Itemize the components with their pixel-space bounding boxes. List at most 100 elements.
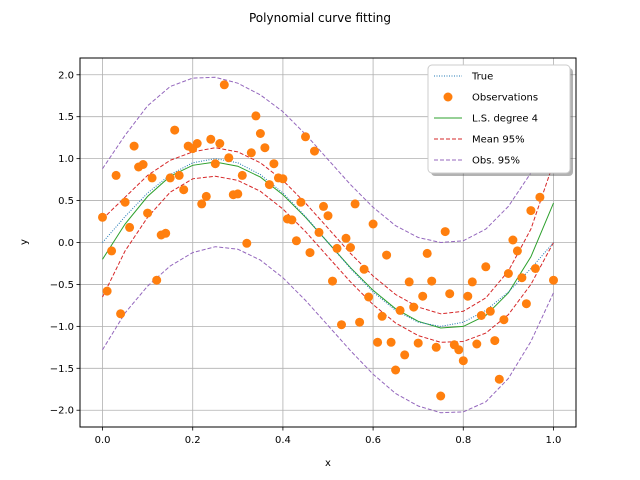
observation-point — [503, 269, 513, 278]
y-tick-label: 1.5 — [58, 112, 74, 123]
x-tick-label: 1.0 — [546, 435, 562, 446]
legend-label-observations: Observations — [472, 93, 538, 104]
observation-point — [490, 336, 500, 346]
observation-point — [111, 170, 121, 180]
observation-point — [530, 264, 540, 273]
observation-point — [179, 185, 189, 195]
observation-point — [494, 374, 504, 384]
y-tick-label: −1.5 — [50, 364, 74, 375]
obs-95-lower-line — [102, 246, 554, 414]
observation-point — [355, 317, 365, 327]
observation-point — [174, 170, 184, 180]
observation-point — [314, 227, 324, 237]
observation-point — [296, 197, 306, 207]
observation-point — [364, 292, 374, 302]
mean-95-upper-line — [102, 147, 554, 315]
observation-point — [413, 338, 423, 348]
observation-point — [116, 309, 126, 319]
observation-point — [264, 180, 274, 190]
y-tick-label: 0.5 — [58, 196, 74, 207]
observation-point — [242, 238, 252, 248]
observation-point — [143, 208, 153, 218]
observation-point — [125, 222, 135, 232]
observation-point — [404, 277, 414, 287]
observation-point — [499, 315, 509, 325]
observation-point — [422, 248, 432, 258]
observation-point — [382, 250, 392, 260]
observation-point — [517, 273, 527, 283]
plot-series — [98, 76, 558, 414]
legend-label-mean-95: Mean 95% — [472, 135, 525, 146]
observation-point — [400, 350, 410, 360]
legend-label-obs-95: Obs. 95% — [472, 156, 520, 167]
chart-title: Polynomial curve fitting — [249, 11, 391, 25]
observation-point — [192, 139, 202, 148]
observation-point — [549, 275, 558, 285]
observation-point — [485, 306, 495, 316]
observation-point — [237, 170, 247, 180]
observation-point — [165, 173, 175, 183]
observation-point — [260, 143, 270, 153]
observation-point — [427, 276, 437, 286]
observation-point — [161, 228, 171, 238]
observation-point — [440, 227, 450, 237]
observation-point — [337, 320, 346, 330]
observation-point — [350, 199, 360, 209]
y-axis-label: y — [19, 239, 30, 245]
observation-point — [197, 199, 207, 209]
y-tick-label: −2.0 — [50, 406, 74, 417]
observation-point — [391, 365, 401, 375]
observation-point — [269, 159, 279, 169]
observation-point — [170, 125, 180, 135]
observation-point — [418, 291, 428, 301]
legend-label-l-s-degree-4: L.S. degree 4 — [472, 114, 538, 125]
observation-point — [210, 159, 220, 169]
x-tick-label: 0.2 — [185, 435, 201, 446]
x-axis-label: x — [325, 458, 331, 469]
observation-point — [377, 311, 387, 321]
x-tick-label: 0.6 — [365, 435, 381, 446]
y-tick-label: −0.5 — [50, 280, 74, 291]
observation-point — [359, 264, 369, 274]
observation-point — [332, 243, 342, 253]
observation-point — [107, 246, 117, 256]
observation-point — [201, 191, 211, 201]
observation-point — [224, 153, 234, 163]
observation-point — [395, 305, 405, 315]
observation-point — [147, 173, 157, 183]
observation-point — [138, 160, 148, 169]
legend: True Observations L.S. degree 4 Mean 95% Obs… — [427, 64, 573, 176]
observation-point — [206, 134, 216, 144]
observation-point — [305, 248, 315, 258]
observation-point — [129, 141, 139, 151]
observation-point — [287, 215, 297, 225]
observation-point — [102, 286, 112, 296]
observation-point — [458, 356, 468, 366]
observation-point — [431, 342, 441, 352]
observation-point — [278, 174, 288, 184]
observation-point — [526, 206, 536, 216]
observation-point — [251, 111, 261, 121]
observation-point — [481, 262, 491, 272]
observation-point — [508, 235, 518, 245]
observation-point — [445, 289, 455, 299]
observation-point — [120, 197, 130, 207]
observation-point — [328, 276, 337, 286]
observation-point — [409, 302, 419, 312]
observation-point — [319, 201, 328, 211]
observation-point — [341, 233, 351, 243]
y-tick-label: 1.0 — [58, 154, 74, 165]
observation-point — [98, 212, 107, 222]
observation-point — [215, 139, 225, 148]
observation-point — [521, 299, 531, 309]
observation-point — [436, 391, 446, 401]
observation-point — [512, 246, 522, 256]
observation-point — [233, 189, 243, 199]
y-tick-label: −1.0 — [50, 322, 74, 333]
observation-point — [255, 129, 265, 138]
observation-point — [310, 146, 319, 156]
y-tick-label: 0.0 — [58, 238, 74, 249]
observation-point — [346, 243, 355, 252]
observation-point — [472, 339, 482, 349]
observation-point — [386, 337, 396, 347]
